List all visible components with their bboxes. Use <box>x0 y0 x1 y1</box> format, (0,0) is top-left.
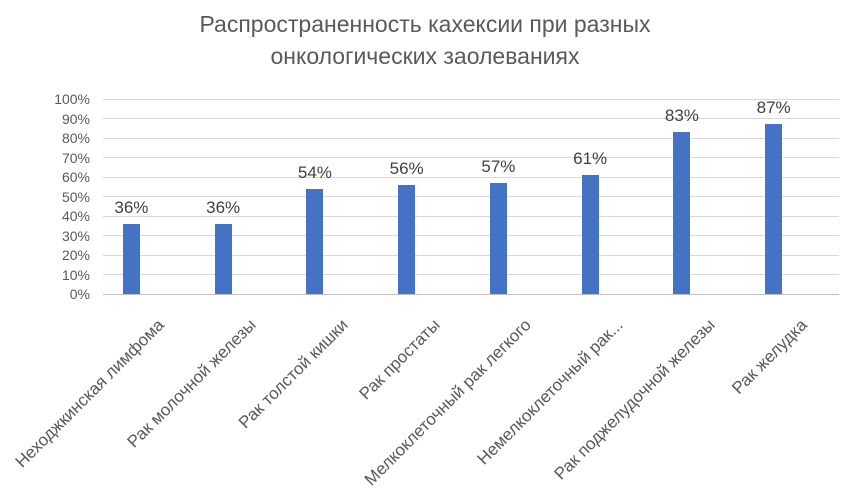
bar <box>581 175 599 294</box>
bar <box>122 223 140 294</box>
y-tick-label: 80% <box>61 130 90 146</box>
gridline <box>103 274 839 275</box>
gridline <box>103 215 839 217</box>
bar-value-label: 56% <box>389 158 424 178</box>
bar-value-label: 83% <box>664 106 699 126</box>
bar <box>489 182 507 294</box>
x-category-label-text: Рак поджелудочной железы <box>550 315 719 484</box>
y-tick-label: 70% <box>61 149 90 166</box>
y-tick-label: 60% <box>61 169 90 185</box>
y-tick-label: 90% <box>61 110 90 127</box>
bar-value-label: 57% <box>481 156 516 176</box>
gridline <box>103 157 839 158</box>
x-category-label-text: Мелкоклеточный рак легкого <box>361 315 536 490</box>
x-category-label-text: Неходжкинская лимфома <box>12 315 169 472</box>
bar <box>306 188 324 294</box>
bar-value-label: 87% <box>756 98 791 118</box>
bar <box>673 132 691 294</box>
x-category-label-text: Рак желудка <box>727 315 811 398</box>
y-tick-label: 20% <box>61 247 90 263</box>
gridline <box>103 254 839 256</box>
bar <box>765 124 783 294</box>
bar-value-label: 54% <box>297 162 332 182</box>
bar-value-label: 36% <box>114 197 149 217</box>
gridline <box>103 176 839 178</box>
y-tick-label: 50% <box>61 188 90 205</box>
y-tick-label: 100% <box>54 91 90 107</box>
y-tick-label: 10% <box>61 266 90 283</box>
gridline <box>103 196 839 197</box>
bar-value-label: 61% <box>573 149 608 169</box>
gridline <box>103 137 839 139</box>
gridline <box>103 118 839 119</box>
x-axis-line <box>103 293 839 295</box>
gridline <box>103 98 839 100</box>
y-tick-label: 40% <box>61 208 90 224</box>
y-tick-label: 30% <box>61 227 90 244</box>
bar-value-label: 36% <box>206 197 241 217</box>
y-tick-label: 0% <box>69 286 90 302</box>
gridline <box>103 235 839 236</box>
bar <box>398 184 416 294</box>
bar <box>214 223 232 294</box>
chart-title: Распространенность кахексии при разных о… <box>199 11 651 69</box>
x-category-label-text: Рак простаты <box>355 315 444 404</box>
